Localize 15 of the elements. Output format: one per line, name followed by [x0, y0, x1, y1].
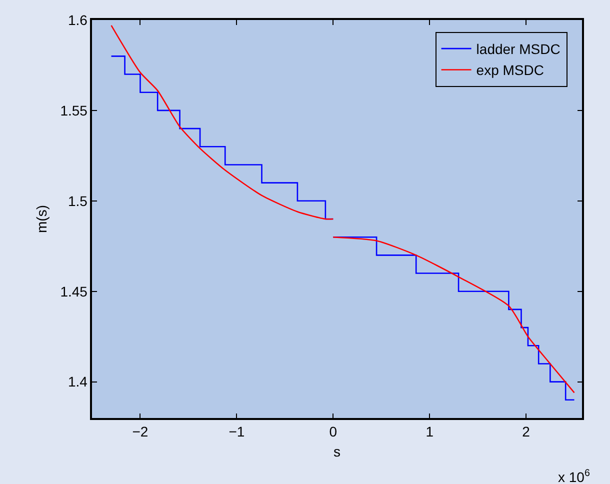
x-tick-label: 0	[329, 424, 338, 440]
y-tick-label: 1.6	[68, 12, 88, 28]
y-tick-label: 1.45	[60, 283, 88, 300]
y-axis-title: m(s)	[33, 205, 50, 233]
x-axis-title: s	[334, 443, 340, 460]
x-tick-label: 2	[522, 424, 530, 440]
y-tick-label: 1.5	[68, 192, 88, 209]
y-tick-label: 1.55	[60, 102, 88, 118]
legend-label: exp MSDC	[476, 62, 544, 78]
x-tick-label: −2	[132, 424, 148, 440]
text: x 10$^{6}$	[558, 468, 590, 484]
legend-label: ladder MSDC	[476, 41, 560, 57]
y-tick-label: 1.4	[68, 374, 88, 390]
x-tick-label: 1	[426, 424, 434, 440]
x-tick-label: −1	[228, 424, 245, 440]
